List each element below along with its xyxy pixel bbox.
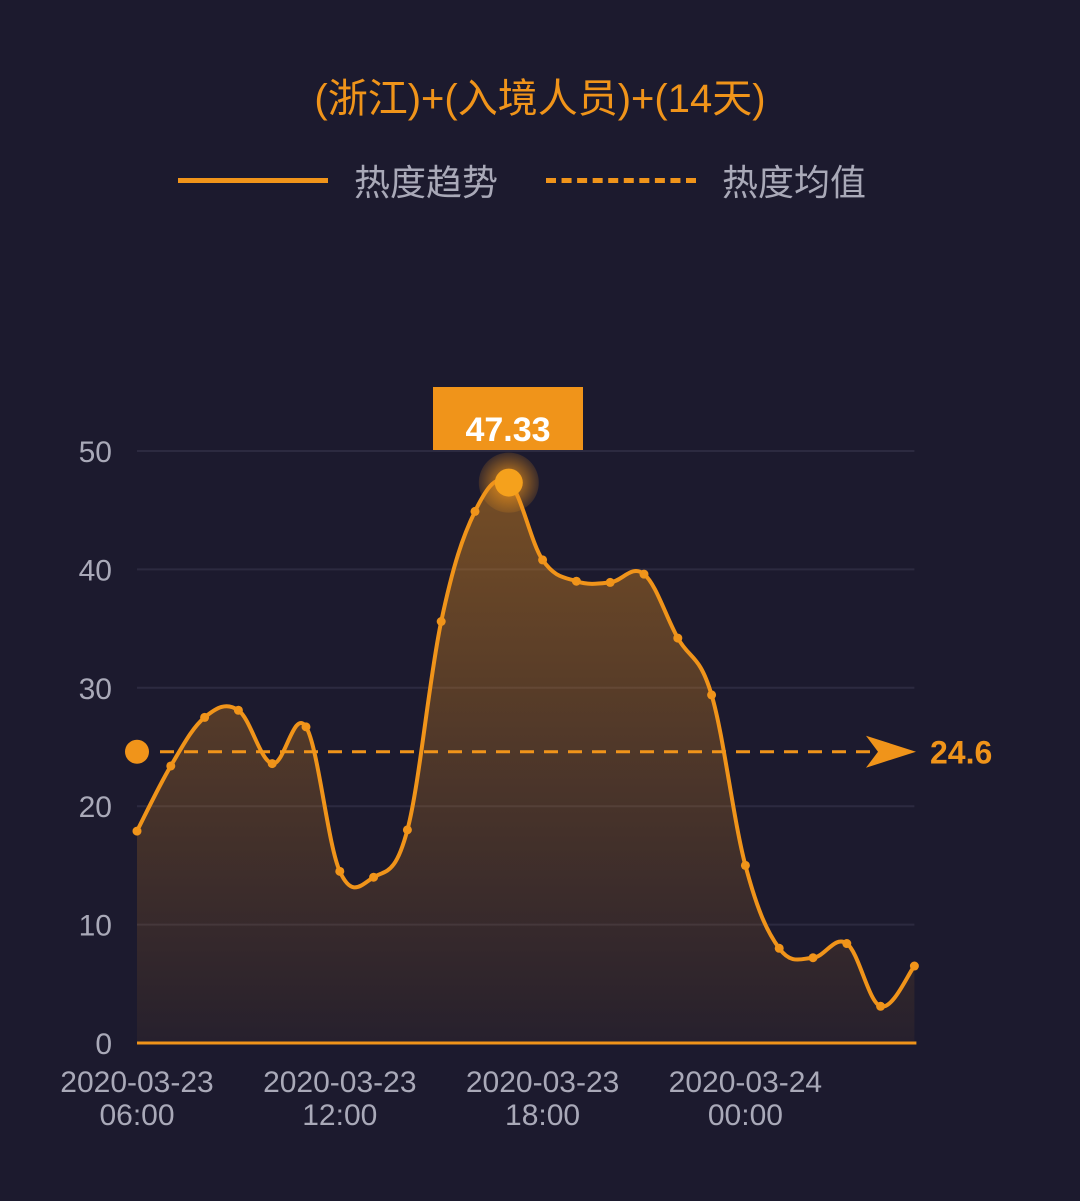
data-points[interactable] — [132, 478, 919, 1011]
data-point[interactable] — [470, 506, 480, 516]
legend-label-average: 热度均值 — [722, 162, 867, 203]
y-tick-label: 0 — [95, 1028, 112, 1061]
data-point[interactable] — [605, 577, 615, 587]
data-point[interactable] — [909, 961, 919, 971]
data-point[interactable] — [707, 690, 717, 700]
legend-item-average[interactable]: 热度均值 — [546, 155, 866, 205]
data-point[interactable] — [267, 759, 277, 769]
x-tick-date: 2020-03-23 — [60, 1066, 213, 1099]
data-point[interactable] — [200, 712, 210, 722]
x-axis-labels: 2020-03-2306:002020-03-2312:002020-03-23… — [60, 1066, 822, 1132]
data-point[interactable] — [233, 705, 243, 715]
solid-line-icon — [178, 177, 328, 183]
data-point[interactable] — [876, 1001, 886, 1011]
chart-title: (浙江)+(入境人员)+(14天) — [314, 77, 766, 121]
x-tick-time: 00:00 — [708, 1099, 783, 1132]
data-point[interactable] — [673, 633, 683, 643]
data-point[interactable] — [301, 722, 311, 732]
tooltip-box — [433, 387, 583, 450]
average-start-dot — [125, 739, 149, 764]
y-axis-labels: 0 10 20 30 40 50 — [79, 436, 112, 1061]
peak-dot[interactable] — [494, 468, 523, 497]
data-point[interactable] — [571, 576, 581, 586]
data-point[interactable] — [740, 860, 750, 870]
area-fill — [137, 479, 915, 1043]
y-tick-label: 40 — [79, 554, 112, 587]
average-value-label: 24.6 — [930, 735, 992, 771]
dashed-line-icon — [546, 177, 696, 183]
x-tick-date: 2020-03-23 — [263, 1066, 416, 1099]
data-point[interactable] — [774, 943, 784, 953]
x-tick-date: 2020-03-24 — [669, 1066, 822, 1099]
legend-item-trend[interactable]: 热度趋势 — [178, 155, 498, 205]
data-point[interactable] — [369, 872, 379, 882]
data-point[interactable] — [166, 761, 176, 771]
data-point[interactable] — [538, 555, 548, 565]
data-point[interactable] — [335, 866, 345, 876]
x-tick-time: 12:00 — [302, 1099, 377, 1132]
x-tick-time: 18:00 — [505, 1099, 580, 1132]
x-tick-date: 2020-03-23 — [466, 1066, 619, 1099]
legend-label-trend: 热度趋势 — [354, 162, 499, 203]
x-tick-time: 06:00 — [99, 1099, 174, 1132]
data-point[interactable] — [436, 616, 446, 626]
data-point[interactable] — [402, 825, 412, 835]
y-tick-label: 30 — [79, 673, 112, 706]
data-point[interactable] — [639, 569, 649, 579]
data-point[interactable] — [808, 953, 818, 963]
data-point[interactable] — [132, 826, 142, 836]
tooltip-value: 47.33 — [465, 411, 550, 449]
y-tick-label: 20 — [79, 791, 112, 824]
legend: 热度趋势 热度均值 — [0, 155, 1080, 205]
y-tick-label: 10 — [79, 910, 112, 943]
y-tick-label: 50 — [79, 436, 112, 469]
data-point[interactable] — [842, 939, 852, 949]
arrow-right-icon — [866, 735, 916, 768]
